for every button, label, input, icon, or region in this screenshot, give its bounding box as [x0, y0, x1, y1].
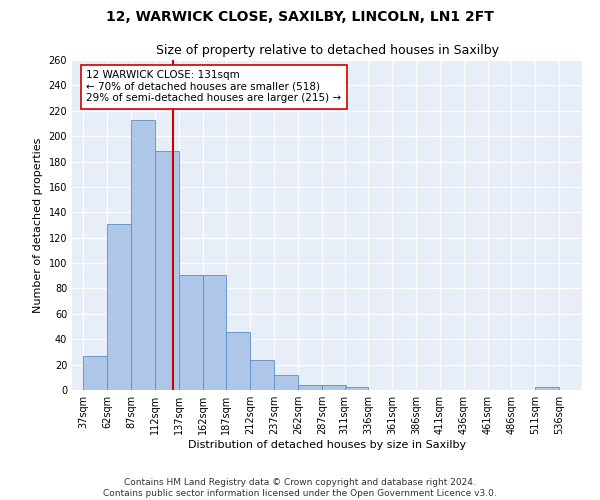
X-axis label: Distribution of detached houses by size in Saxilby: Distribution of detached houses by size …: [188, 440, 466, 450]
Bar: [298, 385, 322, 390]
Bar: [226, 332, 250, 390]
Bar: [344, 388, 368, 390]
Bar: [274, 375, 298, 390]
Bar: [250, 360, 274, 390]
Bar: [179, 274, 203, 390]
Bar: [535, 388, 559, 390]
Text: Contains HM Land Registry data © Crown copyright and database right 2024.
Contai: Contains HM Land Registry data © Crown c…: [103, 478, 497, 498]
Bar: [83, 356, 107, 390]
Y-axis label: Number of detached properties: Number of detached properties: [33, 138, 43, 312]
Text: 12, WARWICK CLOSE, SAXILBY, LINCOLN, LN1 2FT: 12, WARWICK CLOSE, SAXILBY, LINCOLN, LN1…: [106, 10, 494, 24]
Title: Size of property relative to detached houses in Saxilby: Size of property relative to detached ho…: [155, 44, 499, 58]
Bar: [155, 152, 179, 390]
Bar: [322, 385, 346, 390]
Bar: [107, 224, 131, 390]
Bar: [131, 120, 155, 390]
Bar: [203, 274, 226, 390]
Text: 12 WARWICK CLOSE: 131sqm
← 70% of detached houses are smaller (518)
29% of semi-: 12 WARWICK CLOSE: 131sqm ← 70% of detach…: [86, 70, 341, 103]
